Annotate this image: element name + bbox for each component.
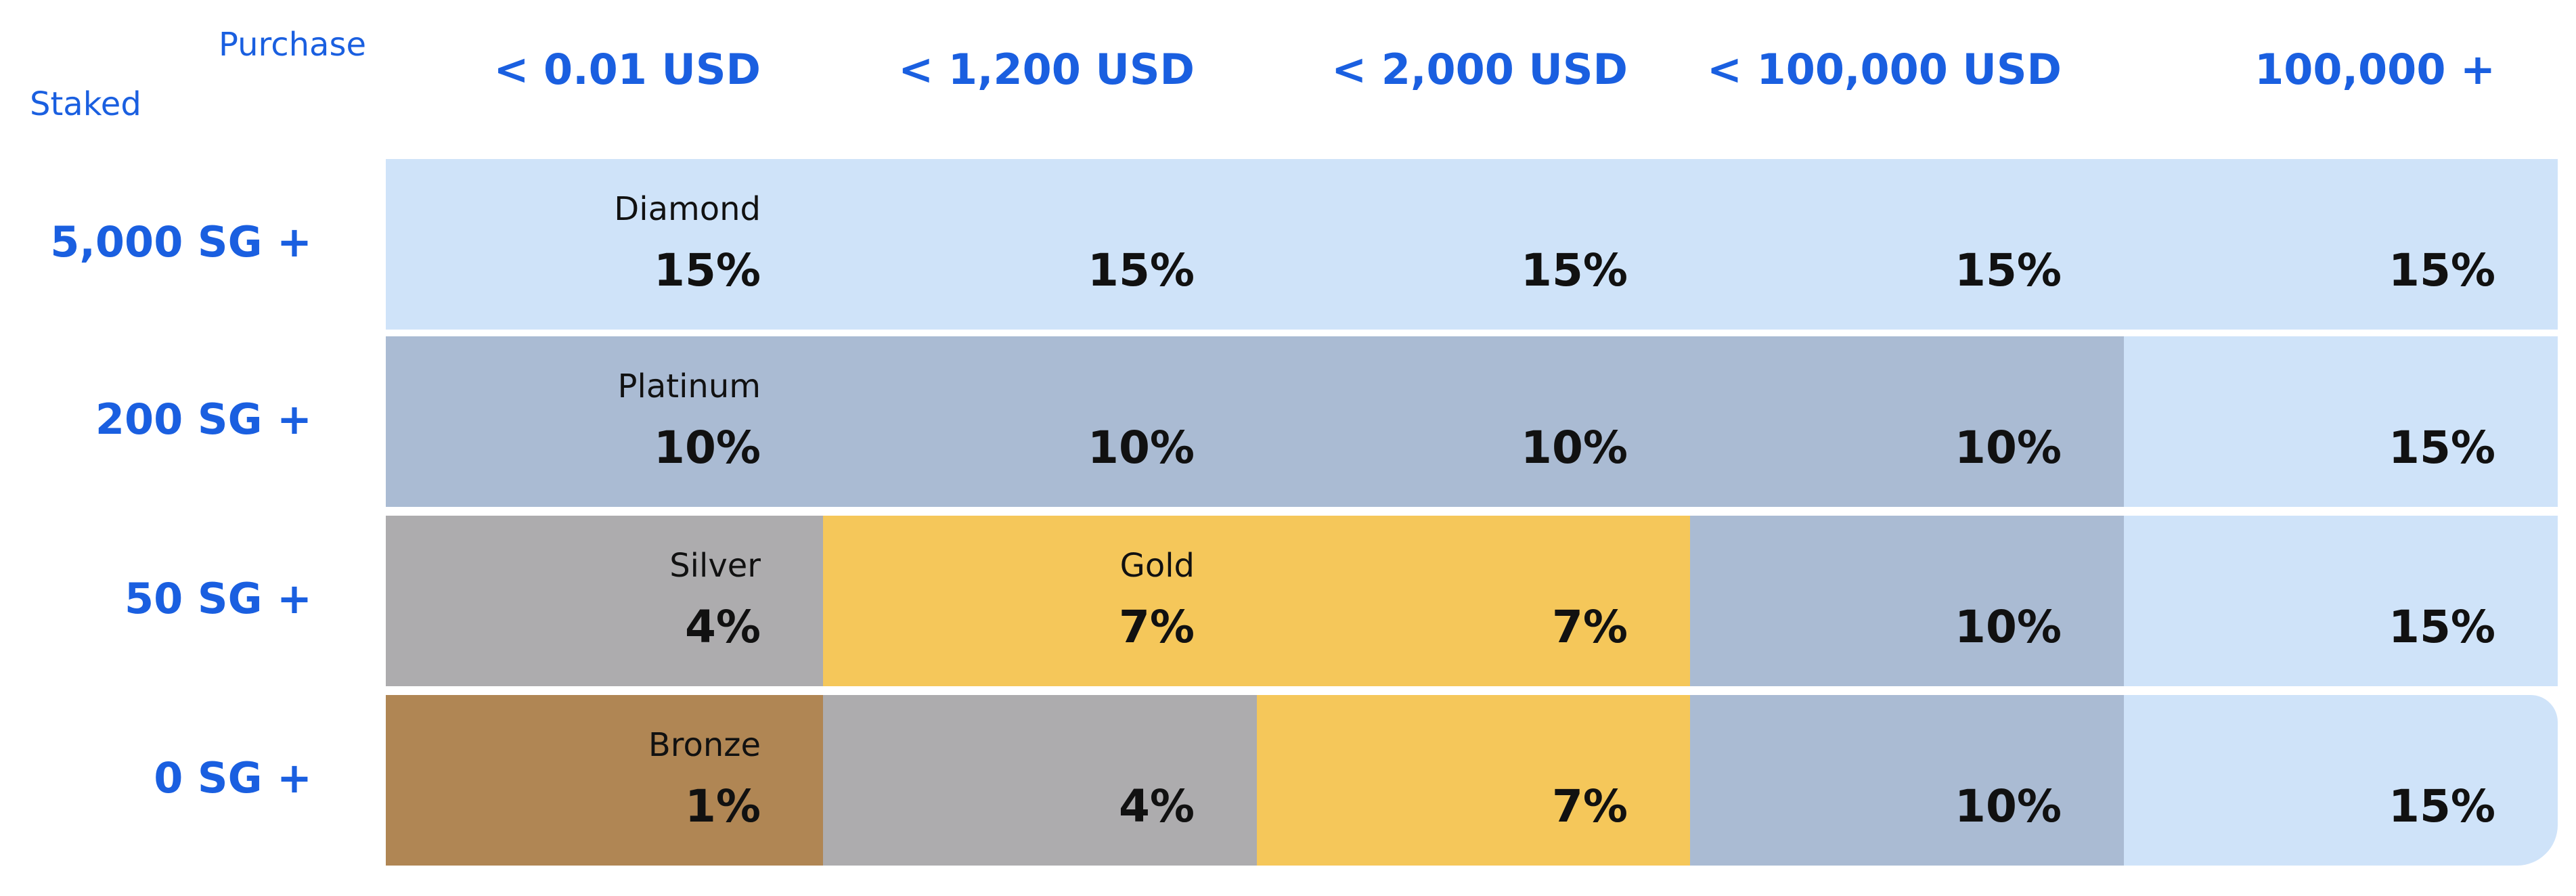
- column-header: < 0.01 USD: [493, 45, 761, 94]
- tier-name: Silver: [669, 547, 761, 585]
- tier-cell: 4%: [823, 695, 1257, 866]
- tier-cell: Diamond 15%: [386, 159, 823, 330]
- bonus-value: 10%: [1088, 422, 1195, 474]
- bonus-value: 15%: [2389, 780, 2495, 832]
- bonus-value: 10%: [1521, 422, 1628, 474]
- tier-cell: 15%: [1690, 159, 2124, 330]
- tier-cell: 15%: [2124, 336, 2558, 507]
- tier-name: Diamond: [614, 190, 761, 228]
- tier-cell: 10%: [1690, 336, 2124, 507]
- bonus-value: 15%: [2389, 601, 2495, 653]
- tier-cell: 15%: [823, 159, 1257, 330]
- tier-cell: 15%: [1257, 159, 1690, 330]
- bonus-value: 15%: [2389, 422, 2495, 474]
- row-header: 50 SG +: [125, 574, 312, 623]
- tier-cell: 15%: [2124, 159, 2558, 330]
- bonus-value: 10%: [1955, 601, 2062, 653]
- tier-cell: 10%: [1690, 695, 2124, 866]
- bonus-value: 10%: [1955, 780, 2062, 832]
- row-header: 0 SG +: [154, 753, 312, 803]
- purchase-label: Purchase: [219, 26, 366, 64]
- bonus-value: 15%: [1521, 244, 1628, 296]
- bonus-value: 15%: [1088, 244, 1195, 296]
- tier-cell: Silver 4%: [386, 516, 823, 686]
- tier-name: Platinum: [617, 367, 761, 405]
- row-header: 200 SG +: [95, 395, 312, 444]
- column-header: 100,000 +: [2255, 45, 2495, 94]
- bonus-value: 10%: [654, 422, 761, 474]
- bonus-value: 15%: [2389, 244, 2495, 296]
- bonus-value: 15%: [1955, 244, 2062, 296]
- tier-cell: Bronze 1%: [386, 695, 823, 866]
- bonus-value: 7%: [1118, 601, 1195, 653]
- column-header: < 100,000 USD: [1707, 45, 2062, 94]
- tier-cell: 10%: [823, 336, 1257, 507]
- tier-cell: 15%: [2124, 695, 2558, 866]
- tier-cell: 7%: [1257, 695, 1690, 866]
- row-header: 5,000 SG +: [50, 217, 312, 267]
- tier-name: Gold: [1119, 547, 1195, 585]
- bonus-value: 4%: [684, 601, 761, 653]
- bonus-value: 1%: [684, 780, 761, 832]
- tier-cell: Gold 7%: [823, 516, 1257, 686]
- tier-cell: 10%: [1690, 516, 2124, 686]
- tier-cell: Platinum 10%: [386, 336, 823, 507]
- staked-label: Staked: [30, 85, 141, 123]
- bonus-value: 7%: [1551, 601, 1628, 653]
- tier-name: Bronze: [648, 726, 761, 764]
- tier-cell: 15%: [2124, 516, 2558, 686]
- tier-cell: 7%: [1257, 516, 1690, 686]
- column-header: < 2,000 USD: [1331, 45, 1628, 94]
- bonus-value: 4%: [1118, 780, 1195, 832]
- column-header: < 1,200 USD: [898, 45, 1195, 94]
- bonus-value: 15%: [654, 244, 761, 296]
- bonus-value: 7%: [1551, 780, 1628, 832]
- bonus-value: 10%: [1955, 422, 2062, 474]
- tier-cell: 10%: [1257, 336, 1690, 507]
